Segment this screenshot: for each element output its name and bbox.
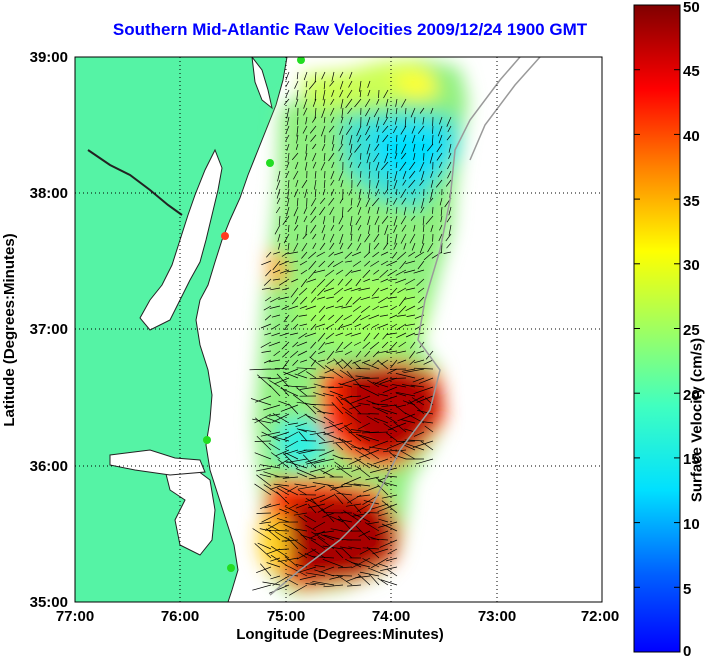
potomac-river: [87, 149, 183, 216]
colorbar-tick-label: 40: [683, 128, 700, 145]
colorbar-tick-label: 30: [683, 257, 700, 274]
y-tick-label: 36:00: [30, 458, 68, 475]
y-tick-label: 38:00: [30, 185, 68, 202]
station-marker: [297, 57, 305, 64]
colorbar-tick-label: 10: [683, 516, 700, 533]
colorbar-label: Surface Velocity (cm/s): [688, 337, 706, 503]
shelf-contour-2: [469, 57, 541, 161]
colorbar-tick-label: 50: [683, 0, 700, 16]
plot-frame: [74, 56, 603, 603]
delaware-bay: [251, 57, 273, 110]
x-tick-label: 74:00: [372, 608, 410, 625]
colorbar-tick-label: 20: [683, 387, 700, 404]
current-vectors: [249, 71, 452, 596]
albemarle-sound: [109, 449, 206, 476]
x-tick-label: 75:00: [267, 608, 305, 625]
x-tick-label: 76:00: [161, 608, 199, 625]
x-axis-label: Longitude (Degrees:Minutes): [236, 626, 444, 643]
grid-lines: [75, 57, 602, 602]
shelf-contour: [269, 57, 521, 596]
y-axis-label: Latitude (Degrees:Minutes): [1, 233, 18, 426]
colorbar: 50 45 40 35 30 25 20 15 10 5 0: [633, 0, 700, 659]
x-tick-label: 73:00: [478, 608, 516, 625]
colorbar-tick-label: 45: [683, 63, 700, 80]
y-axis: 39:00 38:00 37:00 36:00 35:00 Latitude (…: [1, 49, 68, 611]
station-marker-offline: [221, 232, 229, 240]
pamlico-sound: [164, 464, 216, 556]
map-title: Southern Mid-Atlantic Raw Velocities 200…: [112, 20, 588, 39]
colorbar-gradient: [633, 4, 681, 653]
station-marker: [203, 436, 211, 444]
x-tick-label: 77:00: [56, 608, 94, 625]
y-tick-label: 35:00: [30, 594, 68, 611]
y-tick-label: 39:00: [30, 49, 68, 66]
chesapeake-bay: [139, 148, 223, 331]
x-axis: 77:00 76:00 75:00 74:00 73:00 72:00 Long…: [56, 608, 619, 643]
colorbar-tick-label: 15: [683, 451, 700, 468]
colorbar-tick-label: 35: [683, 193, 700, 210]
x-tick-label: 72:00: [581, 608, 619, 625]
colorbar-tick-label: 0: [683, 643, 691, 659]
station-marker: [227, 564, 235, 572]
y-tick-label: 37:00: [30, 321, 68, 338]
velocity-field: [255, 58, 468, 595]
colorbar-tick-label: 5: [683, 581, 691, 598]
colorbar-tick-label: 25: [683, 322, 700, 339]
station-marker: [266, 159, 274, 167]
